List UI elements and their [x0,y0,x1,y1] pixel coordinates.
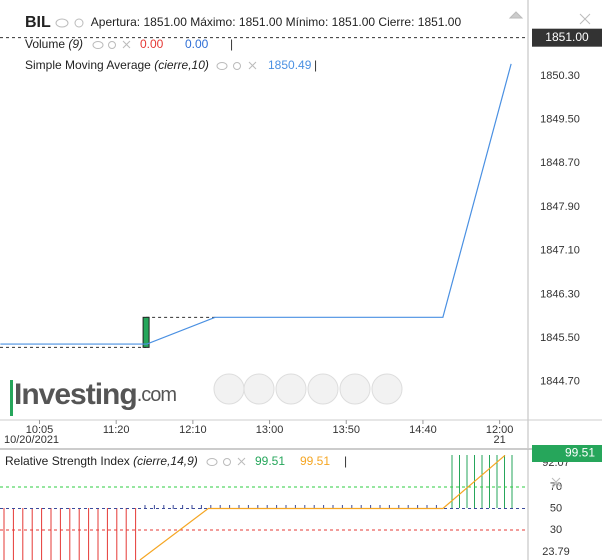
watermark-brand: Investing [14,378,137,411]
sma-name: Simple Moving Average [25,58,151,72]
plot: 1844.70 1845.50 1846.30 1847.10 1847.90 1848.… [0,28,602,560]
rsi-name: Relative Strength Index [5,454,130,468]
nav-button[interactable] [213,373,245,405]
x-tick-label: 11:20 [103,424,130,436]
field-label: Cierre: [378,15,414,29]
x-tick-label: 13:50 [332,424,360,436]
watermark-suffix: .com [137,384,177,406]
y-tick-label: 1850.30 [540,70,580,82]
settings-icon[interactable] [223,458,231,466]
eye-icon[interactable] [55,18,69,28]
y-tick-label: 1845.50 [540,332,580,344]
nav-button[interactable] [339,373,371,405]
rsi-value-box [532,445,602,462]
volume-legend: Volume (9) [25,37,83,51]
settings-icon[interactable] [233,62,241,70]
y-tick-label: 50 [550,502,562,514]
x-tick-label: 12:00 [486,424,514,436]
field-value: 1851.00 [332,15,376,29]
rsi-params: (cierre,14,9) [133,454,198,468]
field-value: 1851.00 [239,15,283,29]
sma-params: (cierre,10) [154,58,209,72]
logo-bar [10,380,13,416]
close-icon[interactable] [579,13,591,25]
x-tick-label: 12:10 [179,424,207,436]
field-value: 1851.00 [143,15,187,29]
header: BIL Apertura: 1851.00 Máximo: 1851.00 Mín… [25,14,461,31]
volume-value: 0.00 [140,37,164,51]
volume-value: 0.00 [185,37,209,51]
nav-button[interactable] [371,373,403,405]
y-tick-label: 1847.10 [540,245,580,257]
field-label: Mínimo: [286,15,329,29]
rsi-value: 99.51 [255,454,285,468]
close-icon[interactable] [248,61,257,70]
y-tick-label: 1848.70 [540,157,580,169]
symbol: BIL [25,14,51,31]
watermark: Investing.com [14,378,176,411]
y-tick-label: 70 [550,481,562,493]
eye-icon[interactable] [92,41,104,49]
nav-button[interactable] [275,373,307,405]
y-tick-label: 1849.50 [540,114,580,126]
x-tick-label: 14:40 [409,424,437,436]
field-label: Máximo: [190,15,235,29]
y-tick-label: 1846.30 [540,288,580,300]
sma-value: 1850.49 [268,58,312,72]
rsi-min-label: 23.79 [542,546,570,558]
close-icon[interactable] [551,477,561,487]
divider: | [314,58,317,72]
x-tick-label: 13:00 [256,424,284,436]
up-icon[interactable] [508,11,524,19]
y-tick-label: 1847.90 [540,201,580,213]
y-tick-label: 30 [550,524,562,536]
header-icons [55,11,591,28]
divider: | [230,37,233,51]
x-tick-sublabel: 10/20/2021 [4,434,59,446]
rsi-value: 99.51 [300,454,330,468]
close-icon[interactable] [122,40,131,49]
nav-buttons [213,373,403,405]
eye-icon[interactable] [216,62,228,70]
line [139,454,506,560]
settings-icon[interactable] [108,41,116,49]
candle [142,316,150,348]
rsi-last-label: 99.51 [565,446,595,460]
x-tick-label: 10:05 [26,424,54,436]
legend-icons [92,40,563,489]
nav-button[interactable] [243,373,275,405]
volume-params: (9) [68,37,83,51]
field-value: 1851.00 [418,15,462,29]
nav-button[interactable] [307,373,339,405]
last-price-box [532,28,602,47]
field-label: Apertura: [91,15,140,29]
eye-icon[interactable] [206,458,218,466]
volume-name: Volume [25,37,65,51]
last-price-label: 1851.00 [545,30,589,44]
divider: | [344,454,347,468]
sma-legend: Simple Moving Average (cierre,10) [25,58,209,72]
y-tick-label: 1844.70 [540,376,580,388]
line [0,63,512,345]
x-tick-sublabel: 21 [494,434,506,446]
settings-icon[interactable] [74,18,84,28]
close-icon[interactable] [237,457,246,466]
rsi-legend: Relative Strength Index (cierre,14,9) [5,454,198,468]
